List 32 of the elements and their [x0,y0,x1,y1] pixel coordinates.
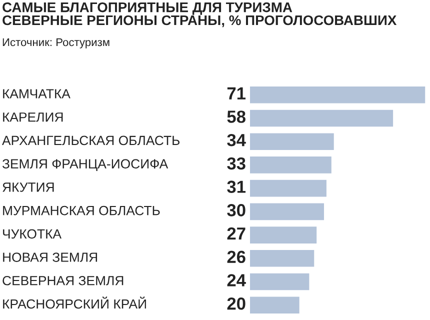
data-label: 27 [227,227,246,240]
bar [250,86,426,104]
bar [250,156,332,174]
y-tick-label: КАРЕЛИЯ [3,112,63,122]
bar [250,296,300,314]
bar [250,110,394,127]
data-label: 26 [227,250,246,264]
bar [250,203,324,220]
data-label: 24 [227,274,246,286]
bar [250,180,326,197]
data-label: 30 [227,204,246,216]
text: Источник: Ростуризм [2,38,110,48]
data-label: 31 [227,180,246,194]
y-tick-label: АРХАНГЕЛЬСКАЯ ОБЛАСТЬ [2,136,180,146]
y-tick-label: КАМЧАТКА [3,89,70,98]
chart-title: САМЫЕ БЛАГОПРИЯТНЫЕ ДЛЯ ТУРИЗМА СЕВЕРНЫЕ РЕГИОНЫ СТРАНЫ, % ПРОГОЛОСОВАВШИХ [2,2,397,28]
data-label: 71 [227,87,246,100]
bar [250,273,310,290]
y-tick-label: СЕВЕРНАЯ ЗЕМЛЯ [2,276,124,286]
data-label: 58 [227,110,246,123]
y-tick-label: ЯКУТИЯ [2,182,54,192]
bar [250,250,314,267]
y-tick-label: МУРМАНСКАЯ ОБЛАСТЬ [3,206,160,216]
y-tick-label: НОВАЯ ЗЕМЛЯ [3,252,98,262]
bar [250,226,317,244]
data-label: 20 [227,297,246,310]
data-label: 34 [227,134,246,146]
y-tick-label: ЧУКОТКА [3,229,62,239]
y-tick-label: КРАСНОЯРСКИЙ КРАЙ [3,296,146,309]
bar [250,133,334,150]
y-tick-label: ЗЕМЛЯ ФРАНЦА-ИОСИФА [2,159,168,171]
data-label: 33 [227,157,246,170]
